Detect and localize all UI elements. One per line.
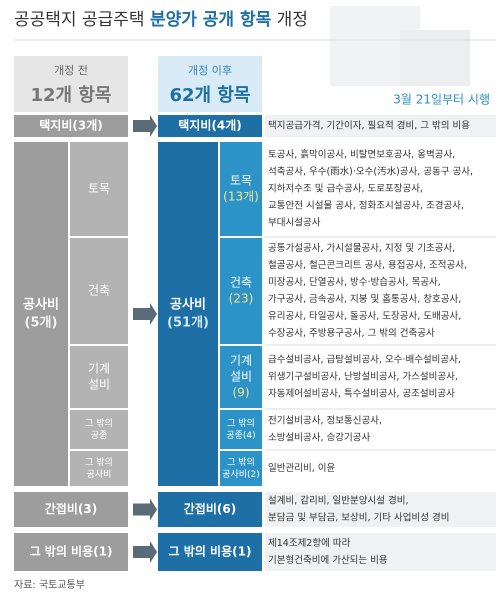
after-label: 그 밖의 비용(1) [169,544,252,559]
detail-text: 수장공사, 주방용구공사, 그 밖의 건축공사 [268,328,435,339]
detail-text: 소방설비공사, 승강기공사 [268,433,370,444]
after-label: 간접비(6) [184,501,236,516]
detail-text: 철골공사, 철근콘크리트 공사, 용접공사, 조적공사, [268,259,467,271]
after-sub-label: (23) [229,292,254,306]
after-sub-label: 건축 [230,276,252,290]
detail-text: 급수설비공사, 급탕설비공사, 오수·배수설비공사, [268,355,461,366]
details-box [265,238,496,344]
after-main-box [158,142,218,486]
before-header-box [14,56,128,112]
detail-text: 기본형건축비에 가산되는 비용 [268,555,388,566]
after-sub-box [220,238,262,344]
title-text: 개정 [271,10,308,30]
before-header-label: 개정 전 [54,64,88,77]
before-sub-label: 공종 [91,430,108,441]
after-header-count: 62개 항목 [170,85,251,106]
after-sub-label: (13개) [223,190,259,204]
after-label: 공사비 [170,297,206,313]
arrow [133,115,157,137]
after-box [158,492,262,527]
details-box [265,346,496,408]
after-sub-label: 그 밖의 [227,457,255,468]
after-box [158,115,262,137]
before-sub-box [70,346,128,408]
after-sub-label: 공사비(2) [222,469,260,480]
after-sub-label: 설비 [230,370,252,384]
after-sub-box [220,142,262,236]
before-box [14,492,128,527]
after-header-label: 개정 이후 [188,64,232,77]
after-sub-box [220,346,262,408]
before-box [14,115,128,137]
detail-text: 부대시설공사 [268,218,321,229]
title: 공공택지 공급주택 분양가 공개 항목 개정 [14,9,308,30]
after-header-box [158,56,262,112]
detail-text: 공통가설공사, 가시설물공사, 지정 및 기초공사, [268,242,455,254]
before-label: 택지비(3개) [39,118,102,133]
before-sub-label: 공사비 [87,469,112,480]
details-box [265,115,496,137]
source: 자료: 국토교통부 [14,579,85,591]
after-sub-label: 토목 [230,174,252,188]
detail-text: 토공사, 흙막이공사, 비탈면보호공사, 옹벽공사, [268,149,455,161]
before-box [14,533,128,571]
title-text: 공공택지 공급주택 [14,10,150,30]
before-sub-box [70,142,128,236]
details-box [265,142,496,236]
before-sub-box [70,451,128,486]
details-box [265,451,496,486]
arrow [133,303,157,325]
before-sub-label: 토목 [88,182,110,196]
after-sub-box [220,451,262,486]
after-label: 택지비(4개) [178,118,241,133]
detail-text: 택지공급가격, 기간이자, 필요적 경비, 그 밖의 비용 [268,120,470,132]
arrow [133,541,157,563]
detail-text: 전기설비공사, 정보통신공사, [268,416,382,427]
after-sub-label: (9) [233,386,250,400]
detail-text: 미장공사, 단열공사, 방수·방습공사, 목공사, [268,277,441,288]
before-label: 간접비(3) [45,501,97,516]
arrow [133,498,157,521]
after-sub-box [220,410,262,449]
rows: 택지비(3개) 택지비(4개) 택지공급가격, 기간이자, 필요적 경비, 그 밖의… [14,115,496,571]
after-sub-label: 공종(4) [226,430,255,441]
before-sub-label: 건축 [88,284,110,298]
before-label: 그 밖의 비용(1) [30,544,113,559]
details-box [265,492,496,527]
before-sub-label: 기계 [88,362,110,376]
after-sub-label: 기계 [230,354,252,368]
before-label: 공사비 [23,297,59,313]
before-header-count: 12개 항목 [31,85,112,106]
after-box [158,533,262,571]
detail-text: 위생기구설비공사, 난방설비공사, 가스설비공사, [268,371,458,383]
before-sub-label: 그 밖의 [85,457,113,468]
effective-date: 3월 21일부터 시행 [393,92,490,107]
details-box [265,410,496,449]
detail-text: 설계비, 감리비, 일반분양시설 경비, [268,495,408,507]
detail-text: 제14조제2항에 따라 [268,538,351,549]
after-label: (51개) [167,316,209,331]
detail-text: 지하저수조 및 급수공사, 도로포장공사, [268,183,423,195]
building-decoration [400,30,470,86]
detail-text: 유리공사, 타일공사, 돌공사, 도장공사, 도배공사, [268,311,461,322]
details-box [265,533,496,571]
detail-text: 가구공사, 금속공사, 지붕 및 홈통공사, 창호공사, [268,293,461,305]
detail-text: 일반관리비, 이윤 [268,463,335,474]
before-main-box [14,142,68,486]
before-label: (5개) [25,316,58,331]
detail-text: 자동제어설비공사, 특수설비공사, 공조설비공사 [268,389,455,400]
detail-text: 분담금 및 부담금, 보상비, 기타 사업비성 경비 [268,512,449,524]
before-sub-box [70,238,128,344]
after-sub-label: 그 밖의 [227,418,255,429]
detail-text: 교통안전 시설물 공사, 정화조시설공사, 조경공사, [268,200,464,212]
before-sub-label: 설비 [88,378,110,392]
before-sub-box [70,410,128,449]
title-highlight: 분양가 공개 항목 [150,9,272,30]
detail-text: 석축공사, 우수(雨水)·오수(汚水)공사, 공동구 공사, [268,166,473,178]
before-sub-label: 그 밖의 [85,418,113,429]
